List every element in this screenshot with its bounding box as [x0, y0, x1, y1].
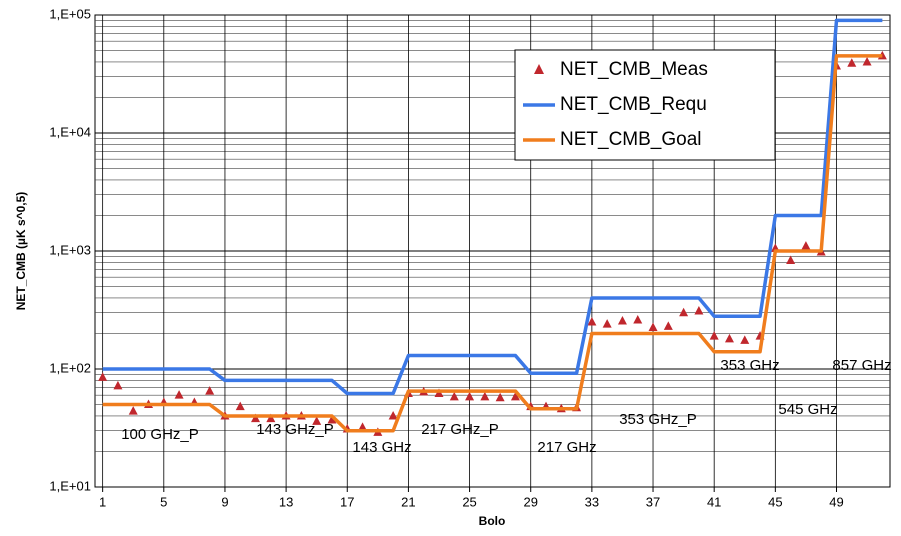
- x-tick-label: 5: [160, 494, 167, 509]
- y-tick-label: 1,E+04: [49, 124, 91, 139]
- annotation: 217 GHz_P: [421, 421, 499, 438]
- y-tick-label: 1,E+01: [49, 478, 91, 493]
- annotation: 353 GHz: [720, 357, 779, 374]
- legend: [514, 49, 776, 161]
- series-line: [102, 54, 883, 433]
- marker: [786, 255, 796, 265]
- annotation: 545 GHz: [778, 401, 837, 418]
- marker: [510, 391, 520, 401]
- marker: [449, 391, 459, 401]
- marker: [388, 410, 398, 420]
- marker: [251, 413, 261, 423]
- marker: [587, 317, 597, 326]
- marker: [480, 391, 490, 401]
- marker: [862, 56, 872, 66]
- legend-label: NET_CMB_Meas: [560, 59, 708, 80]
- marker: [465, 391, 475, 401]
- legend-label: NET_CMB_Goal: [560, 129, 702, 150]
- annotation: 100 GHz_P: [121, 426, 199, 443]
- x-tick-label: 29: [523, 494, 537, 509]
- annotation: 217 GHz: [537, 439, 596, 456]
- marker: [663, 321, 673, 330]
- marker: [801, 241, 811, 250]
- y-tick-label: 1,E+02: [49, 360, 91, 375]
- marker: [602, 319, 612, 328]
- marker: [617, 316, 627, 325]
- marker: [266, 413, 276, 423]
- marker: [327, 414, 337, 424]
- y-tick-label: 1,E+05: [49, 6, 91, 21]
- marker: [205, 386, 215, 395]
- x-tick-label: 33: [585, 494, 599, 509]
- x-tick-label: 41: [707, 494, 721, 509]
- y-tick-label: 1,E+03: [49, 242, 91, 257]
- marker: [312, 416, 322, 425]
- marker: [174, 390, 184, 399]
- x-tick-label: 49: [829, 494, 843, 509]
- marker: [495, 392, 505, 402]
- annotation: 143 GHz_P: [256, 421, 334, 438]
- x-tick-label: 45: [768, 494, 782, 509]
- annotation: 143 GHz: [352, 439, 411, 456]
- x-tick-label: 17: [340, 494, 354, 509]
- marker: [740, 335, 750, 344]
- marker: [648, 322, 658, 331]
- series-line: [102, 18, 883, 396]
- x-tick-label: 9: [221, 494, 228, 509]
- x-tick-label: 25: [462, 494, 476, 509]
- x-tick-label: 1: [99, 494, 106, 509]
- marker: [679, 307, 689, 317]
- y-axis-label: NET_CMB (µK s^0,5): [14, 192, 28, 311]
- x-tick-label: 37: [646, 494, 660, 509]
- annotation: 857 GHz: [832, 357, 891, 374]
- annotation: 353 GHz_P: [619, 411, 697, 428]
- x-axis-label: Bolo: [479, 514, 506, 528]
- marker: [633, 315, 643, 324]
- marker: [724, 333, 734, 343]
- x-tick-label: 21: [401, 494, 415, 509]
- legend-marker: [534, 64, 544, 74]
- marker: [694, 306, 704, 315]
- marker: [358, 422, 368, 431]
- marker: [709, 331, 719, 340]
- legend-label: NET_CMB_Requ: [560, 94, 707, 115]
- x-tick-label: 13: [279, 494, 293, 509]
- marker: [235, 401, 245, 411]
- marker: [847, 58, 857, 67]
- marker: [128, 406, 138, 415]
- marker: [113, 380, 123, 390]
- marker: [98, 372, 108, 381]
